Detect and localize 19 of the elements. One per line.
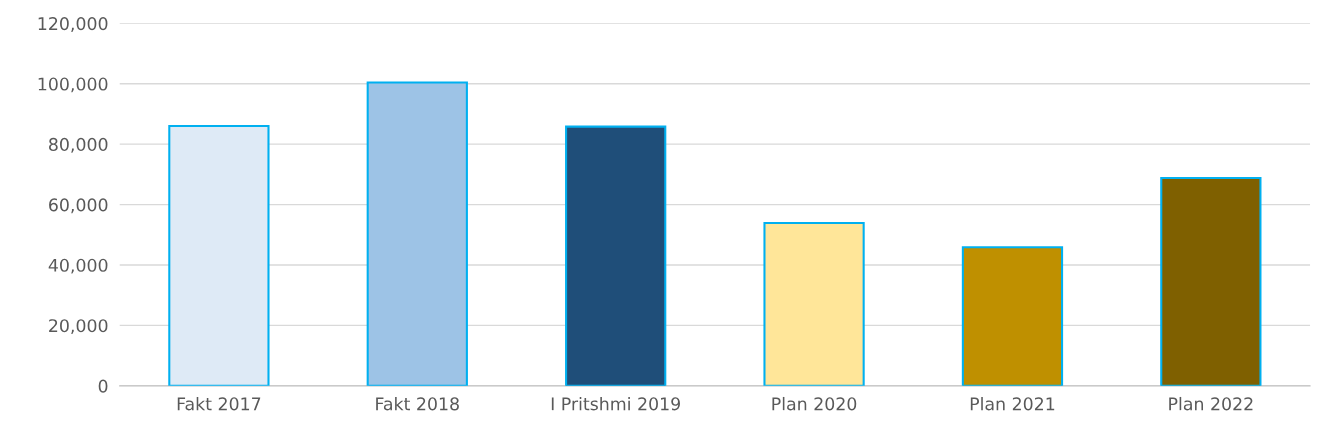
x-tick-label: Plan 2020: [772, 396, 857, 411]
x-tick-label: Fakt 2017: [177, 396, 261, 411]
bar: [961, 246, 1064, 386]
y-tick-label: 120,000: [38, 17, 108, 32]
y-tick-label: 0: [98, 379, 108, 393]
bar: [366, 81, 468, 386]
y-tick-label: 40,000: [48, 258, 108, 274]
y-tick-label: 20,000: [49, 319, 108, 335]
y-tick-label: 60,000: [49, 198, 108, 214]
bar: [168, 124, 270, 386]
bar: [565, 125, 667, 386]
bar: [763, 221, 865, 386]
bar: [1160, 176, 1262, 386]
y-tick-label: 80,000: [49, 137, 108, 153]
y-tick-label: 100,000: [38, 77, 108, 93]
x-tick-label: Fakt 2018: [376, 396, 459, 411]
x-tick-label: Plan 2021: [970, 396, 1055, 411]
x-tick-label: Plan 2022: [1169, 396, 1253, 411]
x-tick-label: I Pritshmi 2019: [551, 396, 680, 411]
